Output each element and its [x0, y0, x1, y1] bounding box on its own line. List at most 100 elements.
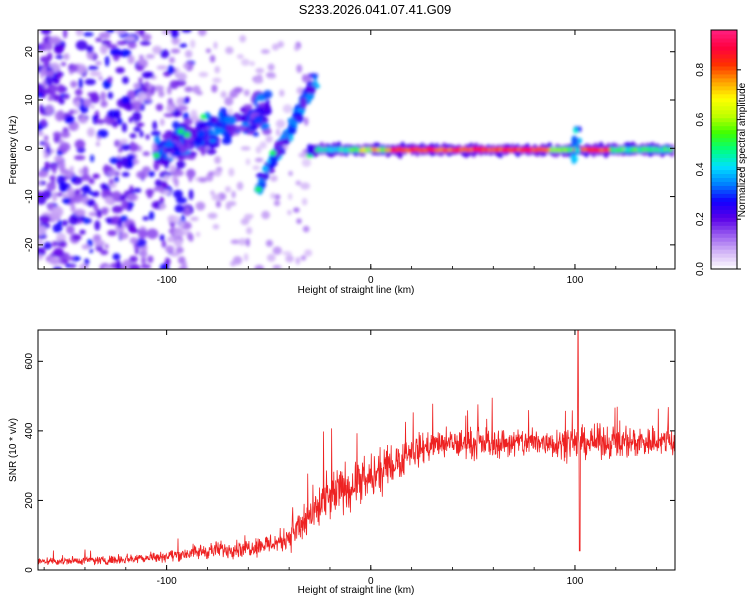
colorbar-cell [711, 33, 737, 39]
disturbance-blob [571, 135, 577, 142]
y-tick-label: 0 [24, 567, 35, 573]
noise-blob [74, 88, 83, 96]
noise-blob [107, 76, 113, 83]
noise-blob [113, 176, 119, 183]
faint-blob [213, 169, 222, 177]
noise-blob [42, 66, 47, 76]
noise-blob [43, 151, 49, 159]
noise-blob [132, 111, 142, 122]
streak-blob [292, 111, 302, 117]
noise-blob [145, 54, 155, 59]
faint-blob [301, 158, 312, 167]
noise-blob [175, 197, 187, 204]
noise-blob [108, 178, 114, 185]
noise-blob [119, 156, 130, 167]
noise-blob [56, 84, 65, 94]
colorbar-tick-label: 0.8 [695, 62, 706, 76]
noise-blob [55, 192, 64, 197]
noise-blob [139, 130, 144, 138]
faint-blob [303, 117, 309, 126]
faint-blob [233, 87, 244, 93]
noise-blob [171, 30, 179, 39]
noise-blob [96, 208, 103, 219]
noise-blob [105, 30, 115, 33]
faint-blob [300, 182, 311, 190]
faint-blob [228, 107, 233, 116]
noise-blob [94, 239, 106, 247]
snr-series-line [38, 330, 675, 566]
faint-blob [225, 201, 232, 210]
noise-blob [166, 85, 172, 95]
noise-blob [107, 109, 119, 119]
noise-blob [47, 69, 55, 77]
noise-blob [51, 206, 64, 218]
noise-blob [44, 161, 50, 170]
streak-blob [183, 154, 195, 160]
streak-blob [261, 122, 270, 130]
noise-blob [73, 155, 86, 161]
noise-blob [129, 237, 139, 245]
noise-blob [107, 229, 118, 237]
noise-blob [188, 233, 194, 242]
streak-blob [269, 161, 275, 170]
noise-blob [158, 90, 165, 98]
faint-blob [230, 260, 237, 267]
snr-y-ticks: 0 200 400 600 [24, 353, 675, 573]
noise-blob [138, 77, 143, 83]
faint-blob [255, 146, 262, 154]
streak-blob [287, 126, 297, 135]
noise-blob [111, 190, 122, 202]
streak-blob [249, 123, 258, 131]
streak-blob [255, 106, 265, 112]
noise-blob [128, 116, 133, 124]
colorbar-cell [711, 217, 737, 222]
noise-blob [93, 190, 100, 197]
noise-blob [170, 38, 181, 43]
faint-blob [236, 181, 244, 191]
noise-blob [81, 174, 91, 182]
noise-blob [142, 166, 151, 173]
colorbar-cell [711, 185, 737, 190]
faint-blob [245, 226, 253, 235]
colorbar-tick-label: 0.6 [695, 112, 706, 126]
faint-blob [198, 71, 209, 78]
noise-blob [92, 173, 100, 179]
faint-blob [296, 64, 303, 74]
faint-blob [167, 236, 175, 243]
noise-blob [144, 80, 150, 88]
noise-blob [89, 71, 102, 77]
spectrogram-frame [37, 29, 676, 270]
faint-blob [212, 77, 222, 84]
noise-blob [119, 138, 129, 144]
streak-blob [210, 117, 215, 122]
faint-blob [295, 180, 302, 186]
noise-blob [107, 91, 114, 100]
faint-blob [238, 238, 247, 246]
noise-blob [109, 47, 122, 56]
bright-spot [183, 131, 191, 138]
noise-blob [160, 49, 170, 59]
faint-blob [272, 265, 282, 269]
streak-blob [253, 117, 263, 125]
faint-blob [225, 46, 234, 55]
colorbar-cell [711, 41, 737, 47]
noise-blob [167, 64, 174, 75]
noise-blob [89, 248, 94, 254]
colorbar-cell [711, 89, 737, 95]
streak-blob [253, 97, 258, 107]
faint-blob [228, 167, 235, 177]
noise-blob [133, 187, 142, 193]
faint-blob [192, 85, 201, 94]
faint-blob [174, 170, 184, 177]
noise-blob [59, 142, 71, 152]
noise-blob [67, 187, 75, 199]
noise-blob [95, 141, 100, 147]
faint-blob [210, 190, 215, 196]
spectrogram-x-ticks: -100 0 100 [43, 30, 658, 286]
noise-blob [71, 192, 84, 204]
faint-blob [177, 72, 187, 81]
streak-blob [239, 114, 248, 122]
noise-blob [89, 94, 100, 104]
colorbar-cell [711, 101, 737, 107]
